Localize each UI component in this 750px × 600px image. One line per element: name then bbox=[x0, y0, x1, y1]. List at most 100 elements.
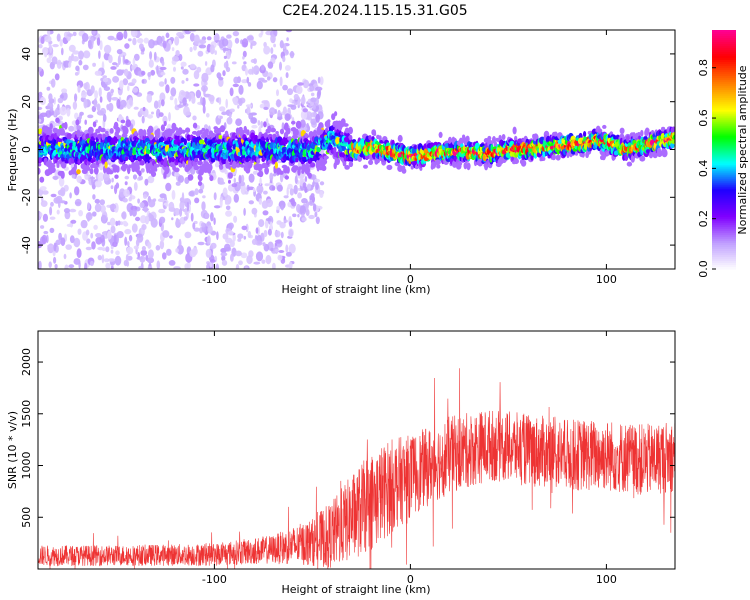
heatmap-cell bbox=[232, 83, 239, 88]
heatmap-cell bbox=[197, 241, 205, 246]
heatmap-cell bbox=[133, 245, 139, 250]
heatmap-cell bbox=[276, 220, 282, 225]
heatmap-cell bbox=[185, 112, 192, 116]
heatmap-cell bbox=[125, 119, 132, 128]
heatmap-cell bbox=[106, 135, 113, 143]
heatmap-cell bbox=[252, 170, 259, 175]
heatmap-cell bbox=[250, 43, 253, 50]
heatmap-cell bbox=[230, 253, 234, 262]
heatmap-cell bbox=[121, 211, 127, 220]
colorbar-segment bbox=[712, 107, 736, 111]
colorbar-segment bbox=[712, 59, 736, 63]
heatmap-cell bbox=[245, 223, 249, 233]
heatmap-cell bbox=[465, 135, 470, 143]
heatmap-cell bbox=[238, 260, 243, 266]
colorbar-segment bbox=[712, 121, 736, 125]
heatmap-cell bbox=[60, 187, 66, 197]
colorbar-tick-label: 0.6 bbox=[697, 109, 710, 127]
heatmap-cell bbox=[90, 85, 95, 94]
heatmap-cell bbox=[307, 116, 313, 121]
heatmap-cell bbox=[75, 125, 82, 131]
heatmap-cell bbox=[308, 172, 312, 179]
heatmap-cell bbox=[83, 98, 88, 109]
heatmap-cell bbox=[109, 127, 114, 134]
heatmap-cell bbox=[165, 182, 172, 192]
heatmap-cell bbox=[288, 243, 296, 254]
heatmap-cell bbox=[256, 185, 264, 194]
heatmap-cell bbox=[154, 167, 158, 172]
heatmap-cell bbox=[512, 126, 517, 135]
colorbar-segment bbox=[712, 207, 736, 210]
heatmap-cell bbox=[280, 231, 284, 239]
heatmap-cell bbox=[108, 102, 114, 112]
heatmap-cell bbox=[265, 217, 272, 222]
heatmap-cell bbox=[247, 230, 252, 239]
heatmap-cell bbox=[189, 32, 195, 42]
heatmap-cell bbox=[184, 263, 189, 269]
heatmap-cell bbox=[477, 158, 483, 167]
heatmap-cell bbox=[282, 84, 288, 91]
heatmap-cell bbox=[105, 262, 111, 269]
heatmap-cell bbox=[203, 86, 206, 97]
heatmap-cell bbox=[214, 50, 217, 55]
heatmap-cell bbox=[258, 219, 265, 228]
heatmap-cell bbox=[74, 93, 78, 102]
heatmap-cell bbox=[274, 239, 282, 244]
heatmap-cell bbox=[301, 198, 308, 204]
heatmap-cell bbox=[193, 70, 200, 80]
colorbar-ticks: 0.00.20.40.60.8 bbox=[697, 59, 716, 278]
colorbar-segment bbox=[712, 49, 736, 53]
heatmap-cell bbox=[247, 186, 255, 191]
heatmap-cell bbox=[260, 120, 264, 129]
heatmap-cell bbox=[293, 184, 298, 195]
heatmap-cell bbox=[110, 225, 116, 234]
heatmap-cell bbox=[160, 124, 165, 132]
heatmap-cell bbox=[49, 162, 56, 170]
heatmap-cell bbox=[70, 219, 77, 224]
heatmap-cell bbox=[63, 253, 67, 260]
colorbar-segment bbox=[712, 253, 736, 256]
heatmap-cell bbox=[69, 208, 77, 213]
heatmap-cell bbox=[315, 216, 320, 225]
heatmap-cell bbox=[466, 162, 471, 171]
heatmap-cell bbox=[159, 66, 167, 71]
heatmap-cell bbox=[334, 111, 338, 117]
heatmap-cell bbox=[50, 78, 56, 88]
heatmap-cell bbox=[181, 129, 186, 134]
heatmap-cell bbox=[116, 31, 124, 41]
heatmap-cell bbox=[288, 261, 293, 269]
heatmap-cell bbox=[301, 217, 307, 222]
colorbar-segment bbox=[712, 75, 736, 79]
colorbar-segment bbox=[712, 35, 736, 39]
heatmap-cell bbox=[269, 107, 276, 116]
heatmap-cell bbox=[283, 219, 288, 223]
heatmap-cell bbox=[193, 165, 200, 171]
heatmap-cell bbox=[386, 164, 393, 171]
heatmap-cell bbox=[60, 237, 66, 247]
heatmap-cell bbox=[105, 130, 109, 135]
heatmap-cell bbox=[133, 53, 140, 61]
heatmap-cell bbox=[251, 66, 254, 75]
heatmap-cell bbox=[256, 158, 261, 164]
heatmap-cell bbox=[66, 223, 73, 227]
heatmap-cell bbox=[284, 113, 291, 121]
heatmap-cell bbox=[298, 166, 303, 170]
heatmap-cell bbox=[115, 250, 120, 256]
colorbar-segment bbox=[712, 163, 736, 167]
heatmap-cell bbox=[276, 136, 283, 143]
heatmap-cell bbox=[57, 97, 64, 104]
heatmap-cell bbox=[310, 97, 317, 103]
colorbar-segment bbox=[712, 211, 736, 214]
colorbar-segment bbox=[712, 165, 736, 169]
heatmap-cell bbox=[242, 56, 245, 60]
heatmap-cell bbox=[201, 201, 206, 211]
heatmap-cell bbox=[68, 125, 75, 132]
heatmap-cell bbox=[38, 162, 42, 167]
heatmap-cell bbox=[106, 104, 110, 111]
heatmap-cell bbox=[272, 173, 277, 177]
heatmap-cell bbox=[246, 106, 251, 116]
heatmap-cell bbox=[202, 104, 206, 114]
heatmap-cell bbox=[207, 163, 213, 172]
colorbar-segment bbox=[712, 241, 736, 244]
